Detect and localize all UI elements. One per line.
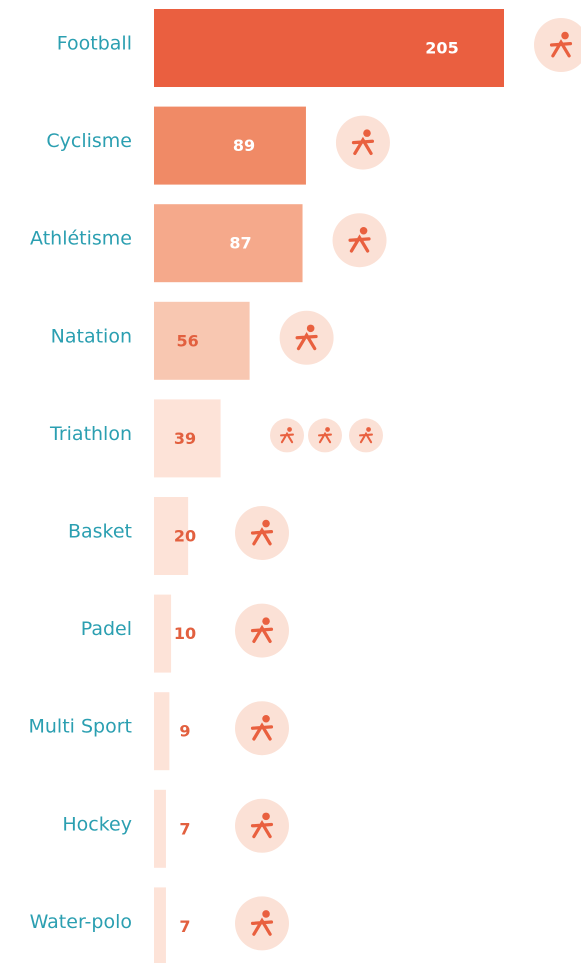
icon-head (262, 617, 270, 625)
icon-head (262, 714, 270, 723)
category-label: Multi Sport (29, 716, 133, 738)
value-label: 7 (179, 819, 190, 838)
icon-body (348, 234, 371, 253)
icon-body (359, 431, 373, 444)
icon-head (262, 910, 270, 918)
icon-head (262, 519, 270, 528)
icon-body (351, 136, 375, 156)
category-label: Athlétisme (30, 228, 132, 250)
value-label: 205 (425, 39, 458, 58)
sport-icon (534, 18, 581, 72)
bar (154, 301, 250, 380)
value-label: 10 (174, 624, 196, 643)
sport-icon (235, 701, 289, 756)
icon-head (262, 812, 270, 821)
sport-icon (235, 506, 289, 560)
value-label: 87 (229, 234, 251, 253)
icon-body (250, 917, 274, 936)
icon-body (280, 431, 294, 444)
icon-body (250, 819, 274, 839)
bar (154, 789, 166, 868)
bar (154, 497, 189, 575)
icon-head (306, 324, 315, 333)
value-label: 56 (176, 331, 198, 350)
category-label: Basket (68, 521, 132, 543)
sport-icon (349, 418, 383, 453)
icon-head (561, 31, 569, 40)
icon-body (295, 331, 318, 351)
icon-body (250, 527, 274, 546)
icon-head (359, 226, 368, 235)
category-label: Cyclisme (46, 130, 132, 152)
icon-head (287, 427, 292, 432)
sport-icon (332, 213, 387, 268)
bar (154, 692, 170, 771)
value-label: 7 (179, 917, 190, 936)
icon-body (250, 624, 274, 644)
bar (154, 106, 306, 185)
bar (154, 594, 172, 673)
bar (154, 9, 504, 87)
icon-body (318, 431, 332, 444)
sport-icon (335, 115, 390, 170)
category-label: Natation (51, 325, 132, 347)
bar (154, 204, 303, 283)
icon-body (250, 722, 274, 741)
sport-icon (308, 418, 342, 453)
value-label: 89 (233, 136, 255, 155)
category-label: Football (57, 33, 132, 55)
category-label: Triathlon (49, 423, 132, 445)
bar (154, 887, 166, 963)
sport-icon (235, 896, 289, 951)
value-label: 20 (174, 527, 196, 546)
icon-head (366, 427, 371, 432)
sport-icon (270, 418, 304, 453)
sport-icon (235, 603, 289, 658)
sport-icon (279, 310, 334, 365)
sport-icon (235, 798, 289, 853)
category-label: Hockey (62, 813, 132, 835)
bar (154, 399, 221, 478)
icon-head (325, 427, 330, 432)
value-label: 9 (179, 722, 190, 741)
category-label: Water-polo (30, 911, 132, 933)
value-label: 39 (174, 429, 196, 448)
icon-body (549, 39, 573, 58)
icon-head (363, 129, 371, 137)
category-label: Padel (81, 618, 132, 640)
